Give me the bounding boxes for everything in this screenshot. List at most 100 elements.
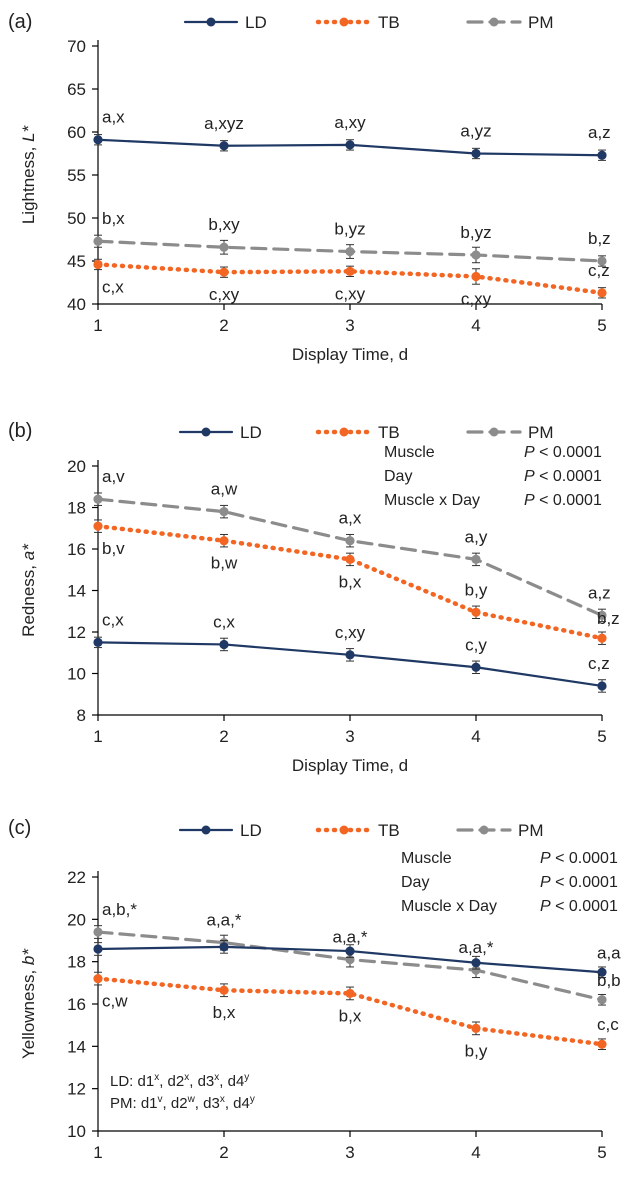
legend-label: PM xyxy=(528,13,554,32)
legend-item-pm: PM xyxy=(456,821,544,840)
data-label: a,xy xyxy=(334,113,366,132)
data-label: b,yz xyxy=(334,220,365,239)
legend-marker xyxy=(339,427,349,437)
legend-label: LD xyxy=(240,423,262,442)
y-axis-title: Lightness, L* xyxy=(19,124,38,224)
legend-item-pm: PM xyxy=(466,423,554,442)
x-tick-label: 4 xyxy=(471,727,480,746)
legend-label: LD xyxy=(245,13,267,32)
data-label: c,z xyxy=(588,654,610,673)
data-point xyxy=(345,650,355,660)
data-point xyxy=(597,995,607,1005)
legend-label: TB xyxy=(378,821,400,840)
x-axis-title: Display Time, d xyxy=(292,345,408,364)
y-axis-title: Yellowness, b* xyxy=(19,948,38,1059)
x-tick-label: 3 xyxy=(345,1143,354,1162)
x-tick-label: 1 xyxy=(93,727,102,746)
y-tick-label: 22 xyxy=(67,868,86,887)
series-ld xyxy=(93,940,607,979)
legend-label: PM xyxy=(518,821,544,840)
x-tick-label: 1 xyxy=(93,316,102,335)
legend-label: PM xyxy=(528,423,554,442)
series-tb xyxy=(93,258,607,299)
panel-label: (a) xyxy=(8,11,32,33)
y-tick-label: 18 xyxy=(67,499,86,518)
data-point xyxy=(93,637,103,647)
stats-p-value: P < 0.0001 xyxy=(540,898,618,915)
data-point xyxy=(345,946,355,956)
data-label: b,x xyxy=(339,572,362,591)
data-label: a,z xyxy=(588,123,611,142)
series-pm xyxy=(93,925,607,1006)
y-tick-label: 8 xyxy=(77,706,86,725)
panel-label: (c) xyxy=(8,817,31,839)
data-point xyxy=(471,662,481,672)
data-label: c,xy xyxy=(461,289,492,308)
data-point xyxy=(219,985,229,995)
data-point xyxy=(597,633,607,643)
data-label: b,z xyxy=(588,229,611,248)
x-tick-label: 5 xyxy=(597,1143,606,1162)
y-tick-label: 55 xyxy=(67,166,86,185)
data-label: b,yz xyxy=(460,223,491,242)
data-point xyxy=(93,135,103,145)
data-label: b,z xyxy=(597,609,620,628)
data-point xyxy=(93,236,103,246)
data-point xyxy=(93,521,103,531)
y-tick-label: 14 xyxy=(67,582,86,601)
data-point xyxy=(471,148,481,159)
data-point xyxy=(93,974,103,984)
data-label: c,w xyxy=(102,992,128,1011)
data-label: a,a,* xyxy=(333,928,368,947)
data-point xyxy=(219,942,229,952)
data-label: c,xy xyxy=(335,623,366,642)
data-point xyxy=(93,259,103,270)
x-tick-label: 5 xyxy=(597,727,606,746)
data-label: c,z xyxy=(588,261,610,280)
x-tick-label: 2 xyxy=(219,1143,228,1162)
y-tick-label: 10 xyxy=(67,1122,86,1141)
legend-marker xyxy=(206,17,216,27)
x-tick-label: 2 xyxy=(219,727,228,746)
data-point xyxy=(219,267,229,277)
data-label: a,xyz xyxy=(204,114,244,133)
x-axis-title: Display Time, d xyxy=(292,756,408,775)
data-point xyxy=(597,150,607,160)
legend-marker xyxy=(489,17,499,27)
x-tick-label: 2 xyxy=(219,316,228,335)
y-tick-label: 70 xyxy=(67,37,86,56)
data-point xyxy=(345,266,355,276)
panel-label: (b) xyxy=(8,420,32,442)
y-tick-label: 60 xyxy=(67,123,86,142)
stats-term: Muscle x Day xyxy=(384,492,480,509)
data-point xyxy=(219,507,229,517)
y-tick-label: 12 xyxy=(67,623,86,642)
legend-item-pm: PM xyxy=(466,13,554,32)
data-point xyxy=(345,246,355,257)
data-label: a,z xyxy=(588,583,611,602)
data-label: b,b xyxy=(597,971,621,990)
data-label: a,a xyxy=(597,943,621,962)
legend-item-tb: TB xyxy=(315,13,400,32)
legend-marker xyxy=(479,825,489,835)
data-label: a,b,* xyxy=(102,900,137,919)
y-axis-title: Redness, a* xyxy=(19,543,38,637)
data-point xyxy=(471,607,481,617)
y-tick-label: 20 xyxy=(67,910,86,929)
series-ld xyxy=(93,134,607,161)
data-point xyxy=(597,681,607,691)
data-point xyxy=(345,988,355,999)
data-label: a,x xyxy=(102,108,125,127)
data-label: a,a,* xyxy=(459,938,494,957)
legend-item-ld: LD xyxy=(178,423,262,442)
data-label: c,c xyxy=(597,1015,619,1034)
data-point xyxy=(93,927,103,937)
legend-item-tb: TB xyxy=(315,821,400,840)
y-tick-label: 18 xyxy=(67,953,86,972)
data-point xyxy=(597,967,607,977)
series-pm xyxy=(93,234,607,267)
data-point xyxy=(471,554,481,564)
